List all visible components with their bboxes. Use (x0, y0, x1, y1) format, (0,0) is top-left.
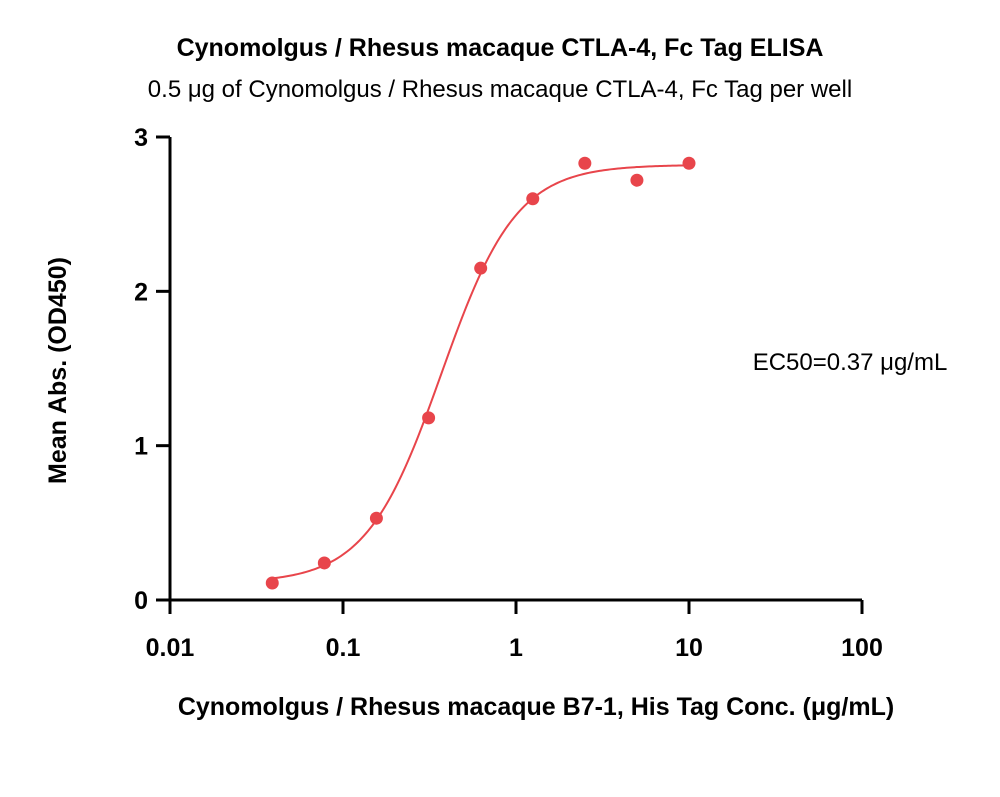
chart-title: Cynomolgus / Rhesus macaque CTLA-4, Fc T… (176, 34, 824, 62)
data-point (317, 556, 331, 570)
y-tick-label: 2 (134, 278, 148, 306)
x-tick-label: 1 (509, 634, 523, 662)
x-tick-label: 10 (675, 634, 703, 662)
data-point (369, 511, 383, 525)
data-point (578, 156, 592, 170)
x-tick-label: 0.01 (146, 634, 195, 662)
data-point (682, 156, 696, 170)
fit-curve (272, 164, 690, 580)
y-tick-label: 0 (134, 587, 148, 615)
y-tick-label: 1 (134, 433, 148, 461)
data-point (265, 576, 279, 590)
data-point (474, 261, 488, 275)
axes: 0 1 2 3 0.01 0.1 1 10 100 (134, 124, 883, 662)
ec50-annotation: EC50=0.37 μg/mL (753, 349, 948, 376)
data-point (526, 192, 540, 206)
y-axis-label: Mean Abs. (OD450) (44, 257, 72, 484)
x-tick-label: 0.1 (326, 634, 361, 662)
x-tick-label: 100 (841, 634, 883, 662)
chart-subtitle: 0.5 μg of Cynomolgus / Rhesus macaque CT… (147, 76, 853, 103)
labels-layer: Cynomolgus / Rhesus macaque B7-1, His Ta… (44, 257, 947, 721)
x-axis-label: Cynomolgus / Rhesus macaque B7-1, His Ta… (178, 693, 894, 721)
points-layer (265, 156, 696, 590)
data-point (630, 173, 644, 187)
fit-curve-layer (272, 164, 690, 580)
data-point (422, 411, 436, 425)
y-tick-label: 3 (134, 124, 148, 152)
